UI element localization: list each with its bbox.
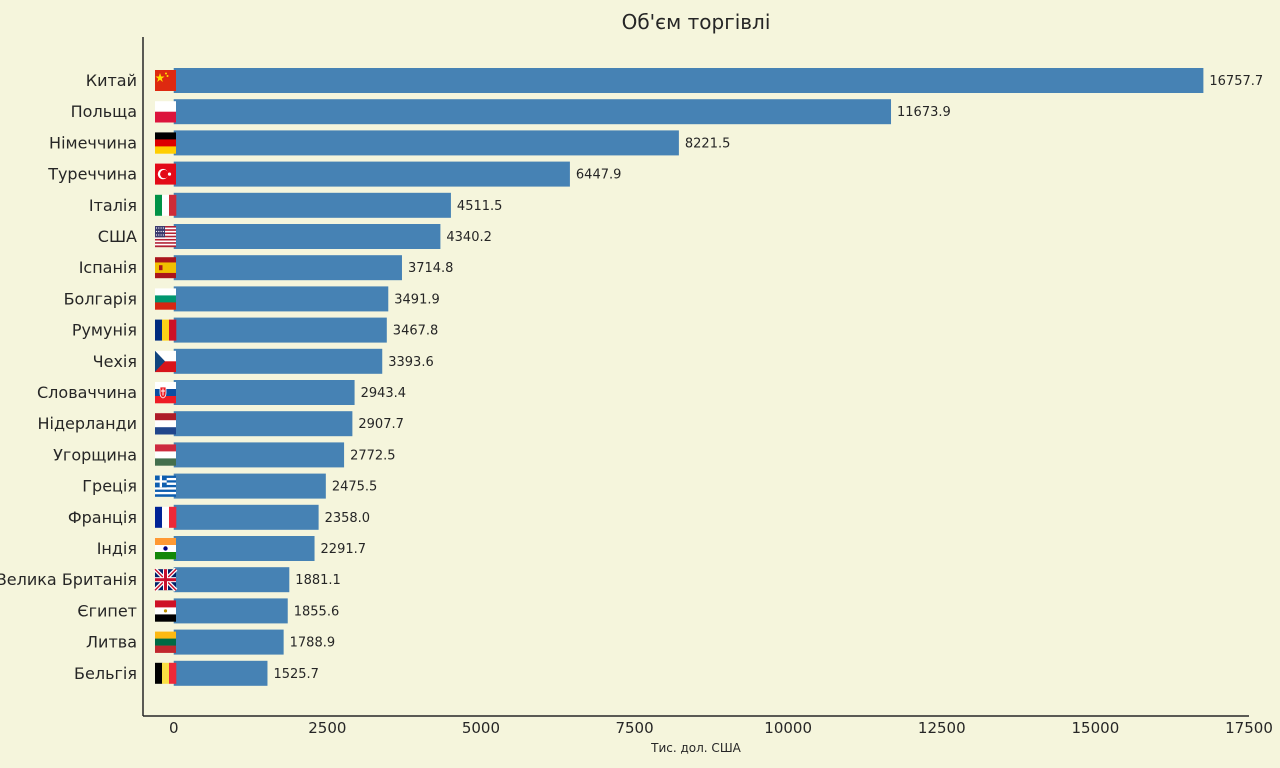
y-tick-label: Єгипет	[77, 601, 137, 620]
y-tick-label: Болгарія	[64, 289, 137, 308]
bar	[173, 380, 355, 405]
chart-title: Об'єм торгівлі	[622, 10, 771, 34]
data-label: 3467.8	[393, 324, 439, 339]
y-tick-label: Чехія	[93, 352, 137, 371]
y-tick-label: Туреччина	[47, 165, 137, 184]
greece-flag-icon	[155, 475, 176, 497]
data-label: 2943.4	[361, 386, 407, 401]
data-label: 4340.2	[446, 230, 492, 245]
uk-flag-icon	[153, 567, 178, 592]
y-tick-label: Польща	[71, 102, 137, 121]
usa-flag-icon	[155, 226, 176, 248]
bar	[173, 536, 315, 561]
data-label: 6447.9	[576, 168, 622, 183]
y-tick-labels-group: Китай Польща Німеччина Туреччина Італія США Іс…	[0, 71, 137, 683]
x-tick-label: 10000	[764, 719, 812, 737]
y-tick-label: Китай	[86, 71, 137, 90]
lithuania-flag-icon	[155, 631, 176, 653]
bulgaria-flag-icon	[155, 288, 176, 310]
y-tick-label: Іспанія	[79, 258, 137, 277]
data-label: 16757.7	[1209, 74, 1263, 89]
x-tick-label: 12500	[918, 719, 966, 737]
y-tick-label: Велика Британія	[0, 570, 137, 589]
egypt-flag-icon	[155, 600, 176, 622]
y-tick-label: Індія	[97, 539, 137, 558]
data-label: 1788.9	[290, 636, 336, 651]
bars-group	[173, 68, 1204, 686]
bar	[173, 317, 387, 343]
data-label: 2772.5	[350, 448, 396, 463]
x-tick-label: 7500	[615, 719, 653, 737]
data-label: 1855.6	[294, 604, 340, 619]
bar	[173, 411, 353, 437]
bar	[173, 660, 268, 686]
y-tick-label: Литва	[86, 633, 137, 652]
bar	[173, 192, 451, 218]
czechia-flag-icon	[155, 350, 176, 373]
data-label: 8221.5	[685, 136, 731, 151]
spain-flag-icon	[155, 257, 176, 279]
data-label: 1881.1	[295, 573, 341, 588]
data-label: 11673.9	[897, 105, 951, 120]
bar	[173, 629, 284, 655]
poland-flag-icon	[155, 101, 176, 123]
bar	[173, 224, 441, 249]
data-label: 2358.0	[325, 511, 371, 526]
y-tick-label: Італія	[89, 196, 137, 215]
y-tick-label: Румунія	[72, 321, 137, 340]
bar	[173, 130, 679, 156]
bar	[173, 286, 389, 312]
turkey-flag-icon	[155, 163, 176, 185]
x-tick-label: 2500	[308, 719, 346, 737]
flags-group	[153, 70, 178, 684]
y-tick-label: Бельгія	[74, 664, 137, 683]
data-label: 3491.9	[394, 292, 440, 307]
y-tick-label: Нідерланди	[38, 414, 138, 433]
data-label: 3393.6	[388, 355, 434, 370]
y-tick-label: Угорщина	[53, 445, 137, 464]
india-flag-icon	[155, 538, 176, 560]
value-labels-group: 16757.7 11673.9 8221.5 6447.9 4511.5 4340.2 37…	[273, 74, 1263, 682]
bar	[173, 567, 290, 593]
bar	[173, 504, 319, 530]
data-label: 1525.7	[273, 667, 319, 682]
data-label: 2475.5	[332, 480, 378, 495]
data-label: 2907.7	[358, 417, 404, 432]
x-tick-label: 5000	[462, 719, 500, 737]
data-label: 2291.7	[321, 542, 367, 557]
y-tick-label: Німеччина	[49, 133, 137, 152]
romania-flag-icon	[155, 319, 177, 341]
belgium-flag-icon	[155, 662, 177, 684]
x-tick-label: 15000	[1072, 719, 1120, 737]
china-flag-icon	[155, 70, 176, 91]
y-tick-label: Словаччина	[37, 383, 137, 402]
bar	[173, 68, 1204, 93]
hungary-flag-icon	[155, 444, 176, 466]
bar	[173, 255, 402, 281]
france-flag-icon	[155, 506, 177, 528]
y-tick-label: Греція	[82, 477, 137, 496]
data-label: 3714.8	[408, 261, 454, 276]
bar	[173, 161, 570, 187]
x-tick-label: 0	[169, 719, 179, 737]
germany-flag-icon	[155, 132, 176, 154]
x-ticks-group: 0 2500 5000 7500 10000 12500 15000 17500	[169, 719, 1273, 737]
bar	[173, 598, 288, 624]
bar	[173, 348, 383, 374]
netherlands-flag-icon	[155, 413, 176, 435]
slovakia-flag-icon	[155, 382, 176, 404]
y-tick-label: Франція	[68, 508, 137, 527]
bar	[173, 442, 345, 468]
bar	[173, 473, 326, 499]
x-tick-label: 17500	[1225, 719, 1273, 737]
italy-flag-icon	[155, 194, 177, 216]
data-label: 4511.5	[457, 199, 503, 214]
bar	[173, 99, 892, 125]
y-tick-label: США	[98, 227, 137, 246]
x-axis-label: Тис. дол. США	[650, 741, 742, 755]
